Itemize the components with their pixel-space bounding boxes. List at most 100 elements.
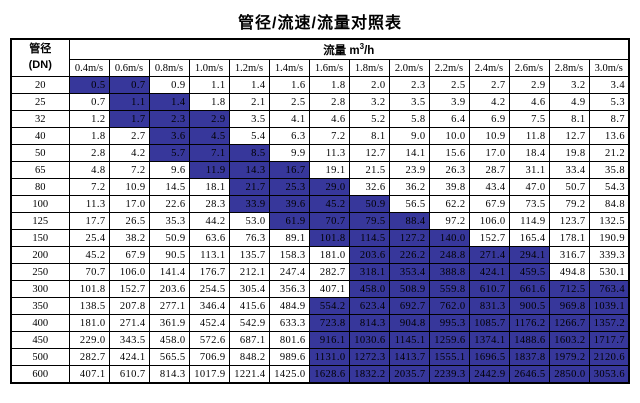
flow-value-cell: 3.5 xyxy=(388,93,430,111)
flow-value-cell-highlighted: 723.8 xyxy=(308,314,350,332)
flow-value-cell: 18.4 xyxy=(508,144,550,162)
flow-value-cell: 18.1 xyxy=(188,178,230,196)
corner-header-line2: (DN) xyxy=(28,59,52,71)
flow-value-cell: 28.3 xyxy=(188,195,230,213)
flow-value-cell: 801.6 xyxy=(268,331,310,349)
flow-value-cell-highlighted: 61.9 xyxy=(268,212,310,230)
dn-cell: 80 xyxy=(10,178,70,196)
dn-cell: 125 xyxy=(10,212,70,230)
header-row-velocities: 0.4m/s 0.6m/s 0.8m/s 1.0m/s 1.2m/s 1.4m/s 1.6m… xyxy=(11,59,630,77)
velocity-header: 0.6m/s xyxy=(108,59,150,77)
flow-value-cell: 26.3 xyxy=(428,161,470,179)
flow-value-cell: 282.7 xyxy=(308,263,350,281)
flow-value-cell: 53.0 xyxy=(228,212,270,230)
flow-value-cell: 5.2 xyxy=(348,110,390,128)
flow-value-cell: 346.4 xyxy=(188,297,230,315)
flow-value-cell: 2.1 xyxy=(228,93,270,111)
flow-value-cell-highlighted: 661.6 xyxy=(508,280,550,298)
flow-value-cell: 176.7 xyxy=(188,263,230,281)
dn-cell: 25 xyxy=(10,93,70,111)
flow-value-cell: 10.9 xyxy=(468,127,510,145)
flow-value-cell: 207.8 xyxy=(108,297,150,315)
table-row: 20 0.5 0.7 0.9 1.1 1.4 1.6 1.8 2.0 2.3 2.5 2.7 2.9 3.… xyxy=(10,76,630,94)
table-row: 400 181.0 271.4 361.9 452.4 542.9 633.3 723.8 81… xyxy=(10,314,630,332)
flow-value-cell: 282.7 xyxy=(68,348,110,366)
flow-value-cell-highlighted: 4.5 xyxy=(188,127,230,145)
velocity-header: 3.0m/s xyxy=(588,59,630,77)
flow-value-cell-highlighted: 33.9 xyxy=(228,195,270,213)
flow-value-cell: 356.3 xyxy=(268,280,310,298)
flow-value-cell-highlighted: 762.0 xyxy=(428,297,470,315)
flow-value-cell-highlighted: 1030.6 xyxy=(348,331,390,349)
flow-value-cell: 424.1 xyxy=(108,348,150,366)
dn-cell: 600 xyxy=(10,365,70,384)
flow-value-cell: 113.1 xyxy=(188,246,230,264)
flow-value-cell: 11.8 xyxy=(508,127,550,145)
header-row-flow: 管径 (DN) 流量 m3/h xyxy=(10,38,630,77)
flow-value-cell: 633.3 xyxy=(268,314,310,332)
flow-value-cell-highlighted: 459.5 xyxy=(508,263,550,281)
flow-value-cell: 114.9 xyxy=(508,212,550,230)
flow-value-cell: 10.0 xyxy=(428,127,470,145)
flow-value-cell-highlighted: 3053.6 xyxy=(588,365,630,384)
flow-value-cell-highlighted: 8.5 xyxy=(228,144,270,162)
dn-cell: 200 xyxy=(10,246,70,264)
flow-value-cell: 3.2 xyxy=(348,93,390,111)
flow-value-cell: 63.6 xyxy=(188,229,230,247)
flow-value-cell: 79.2 xyxy=(548,195,590,213)
table-row: 65 4.8 7.2 9.6 11.9 14.3 16.7 19.1 21.5 23.9 26.3 2… xyxy=(10,161,630,179)
flow-value-cell: 452.4 xyxy=(188,314,230,332)
flow-value-cell-highlighted: 1272.3 xyxy=(348,348,390,366)
flow-value-cell: 25.4 xyxy=(68,229,110,247)
pipe-flow-table: 管径 (DN) 流量 m3/h 0.4m/s 0.6m/s 0.8m/s 1.0m/s… xyxy=(10,38,630,384)
flow-value-cell: 7.2 xyxy=(108,161,150,179)
flow-value-cell: 50.7 xyxy=(548,178,590,196)
flow-value-cell: 35.8 xyxy=(588,161,630,179)
flow-value-cell-highlighted: 3.6 xyxy=(148,127,190,145)
flow-value-cell: 343.5 xyxy=(108,331,150,349)
flow-value-cell: 1.4 xyxy=(228,76,270,94)
flow-value-cell-highlighted: 2.3 xyxy=(148,110,190,128)
flow-value-cell: 15.6 xyxy=(428,144,470,162)
flow-value-cell: 190.9 xyxy=(588,229,630,247)
flow-value-cell: 35.3 xyxy=(148,212,190,230)
flow-value-cell-highlighted: 0.5 xyxy=(68,76,110,94)
flow-value-cell-highlighted: 1696.5 xyxy=(468,348,510,366)
flow-value-cell: 70.7 xyxy=(68,263,110,281)
flow-value-cell: 89.1 xyxy=(268,229,310,247)
flow-value-cell: 19.8 xyxy=(548,144,590,162)
flow-value-cell: 4.6 xyxy=(508,93,550,111)
flow-value-cell: 6.3 xyxy=(268,127,310,145)
flow-unit-header: 流量 m3/h xyxy=(68,38,630,60)
flow-value-cell: 271.4 xyxy=(108,314,150,332)
flow-value-cell-highlighted: 25.3 xyxy=(268,178,310,196)
flow-value-cell: 1017.9 xyxy=(188,365,230,384)
flow-value-cell: 76.3 xyxy=(228,229,270,247)
velocity-header: 1.2m/s xyxy=(228,59,270,77)
flow-value-cell-highlighted: 5.7 xyxy=(148,144,190,162)
flow-value-cell: 7.2 xyxy=(308,127,350,145)
flow-value-cell: 36.2 xyxy=(388,178,430,196)
flow-value-cell-highlighted: 2850.0 xyxy=(548,365,590,384)
flow-value-cell: 43.4 xyxy=(468,178,510,196)
flow-value-cell-highlighted: 900.5 xyxy=(508,297,550,315)
table-row: 150 25.4 38.2 50.9 63.6 76.3 89.1 101.8 114.5 127… xyxy=(10,229,630,247)
flow-value-cell-highlighted: 29.0 xyxy=(308,178,350,196)
flow-value-cell: 106.0 xyxy=(108,263,150,281)
flow-value-cell: 203.6 xyxy=(148,280,190,298)
table-row: 600 407.1 610.7 814.3 1017.9 1221.4 1425.0 1628… xyxy=(10,365,630,384)
flow-value-cell-highlighted: 1039.1 xyxy=(588,297,630,315)
flow-value-cell: 45.2 xyxy=(68,246,110,264)
flow-value-cell: 6.4 xyxy=(428,110,470,128)
flow-value-cell: 152.7 xyxy=(468,229,510,247)
flow-value-cell-highlighted: 995.3 xyxy=(428,314,470,332)
corner-header-line1: 管径 xyxy=(29,43,52,56)
flow-value-cell-highlighted: 140.0 xyxy=(428,229,470,247)
velocity-header: 0.8m/s xyxy=(148,59,190,77)
flow-value-cell: 21.2 xyxy=(588,144,630,162)
flow-value-cell: 17.0 xyxy=(468,144,510,162)
flow-value-cell: 1.6 xyxy=(268,76,310,94)
flow-value-cell: 339.3 xyxy=(588,246,630,264)
flow-value-cell: 138.5 xyxy=(68,297,110,315)
flow-value-cell: 2.7 xyxy=(468,76,510,94)
